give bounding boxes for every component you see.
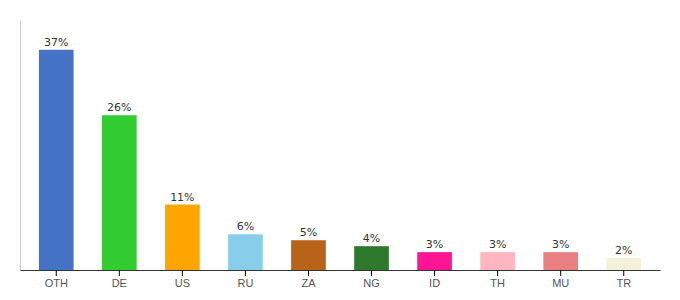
x-tick-label: RU	[237, 277, 253, 289]
data-label: 11%	[170, 191, 194, 204]
x-tick-mark	[560, 270, 561, 276]
data-label: 26%	[107, 101, 131, 114]
plot: OTH DE US RU ZA NG ID TH MU TR 37% 26% 11% 6% 5% 4% 3% 3%…	[21, 21, 661, 289]
data-label: 2%	[615, 244, 632, 257]
x-tick-mark	[308, 270, 309, 276]
x-tick: NG	[363, 270, 380, 289]
x-tick-mark	[182, 270, 183, 276]
x-tick-label: ID	[429, 277, 440, 289]
x-tick: TR	[616, 270, 631, 289]
x-tick: US	[175, 270, 190, 289]
x-tick-label: TR	[616, 277, 631, 289]
data-labels: 37% 26% 11% 6% 5% 4% 3% 3% 3% 2%	[44, 36, 632, 257]
bar	[480, 252, 515, 270]
x-tick: ID	[429, 270, 440, 289]
x-tick: MU	[552, 270, 569, 289]
chart-container: OTH DE US RU ZA NG ID TH MU TR 37% 26% 11% 6% 5% 4% 3% 3%…	[0, 0, 680, 300]
x-tick: DE	[112, 270, 127, 289]
data-label: 3%	[489, 238, 506, 251]
bars	[39, 50, 641, 270]
y-axis-line	[20, 21, 21, 271]
x-tick-mark	[623, 270, 624, 276]
y-axis	[20, 21, 21, 271]
x-tick-mark	[56, 270, 57, 276]
bar	[543, 252, 578, 270]
x-tick-mark	[371, 270, 372, 276]
x-tick-mark	[497, 270, 498, 276]
x-tick-label: ZA	[301, 277, 316, 289]
data-label: 3%	[426, 238, 443, 251]
x-tick-label: MU	[552, 277, 569, 289]
x-axis-line	[21, 270, 661, 271]
x-axis: OTH DE US RU ZA NG ID TH MU TR	[21, 270, 661, 289]
data-label: 6%	[237, 220, 254, 233]
bar	[417, 252, 452, 270]
x-tick: ZA	[301, 270, 316, 289]
bar	[102, 115, 137, 270]
x-tick: OTH	[45, 270, 68, 289]
bar	[39, 50, 74, 270]
x-tick: RU	[237, 270, 253, 289]
x-tick: TH	[490, 270, 505, 289]
data-label: 4%	[363, 232, 380, 245]
data-label: 3%	[552, 238, 569, 251]
x-tick-mark	[434, 270, 435, 276]
bar	[291, 240, 326, 270]
bar	[228, 234, 263, 270]
x-tick-label: US	[175, 277, 190, 289]
x-tick-label: OTH	[45, 277, 68, 289]
x-tick-label: NG	[363, 277, 380, 289]
data-label: 37%	[44, 36, 68, 49]
x-tick-mark	[119, 270, 120, 276]
bar	[606, 258, 641, 270]
x-tick-label: DE	[112, 277, 127, 289]
x-tick-label: TH	[490, 277, 505, 289]
x-tick-mark	[245, 270, 246, 276]
chart: OTH DE US RU ZA NG ID TH MU TR 37% 26% 11% 6% 5% 4% 3% 3%…	[0, 0, 680, 300]
bar	[165, 205, 200, 270]
data-label: 5%	[300, 226, 317, 239]
bar	[354, 246, 389, 270]
